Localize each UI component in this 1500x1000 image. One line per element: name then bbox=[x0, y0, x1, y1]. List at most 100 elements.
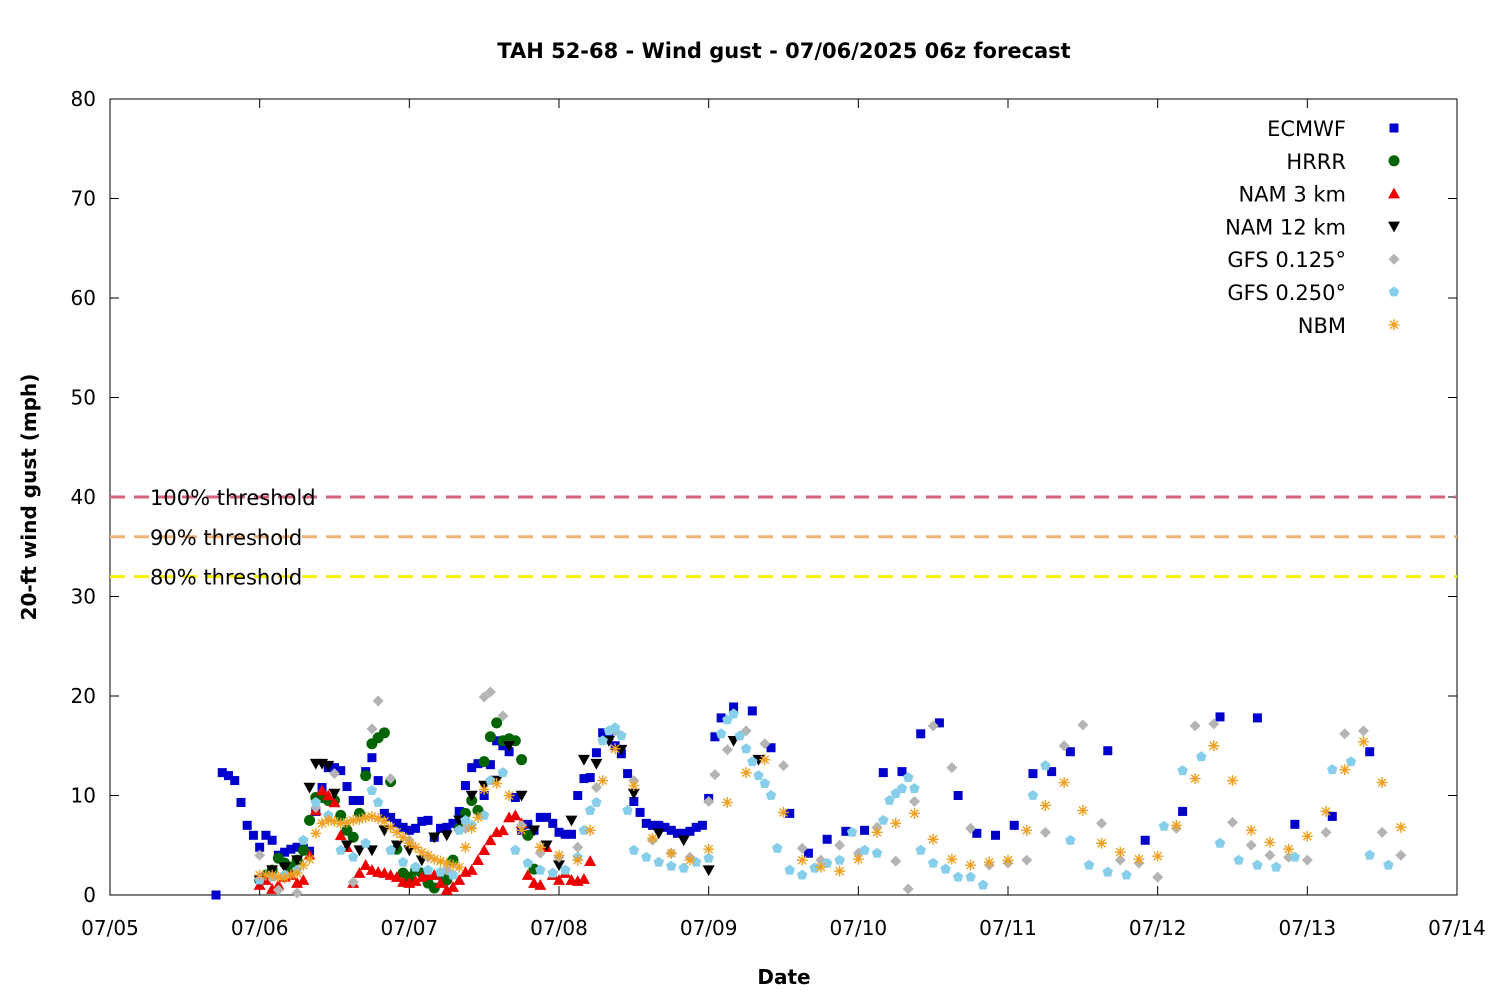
data-point bbox=[242, 820, 252, 830]
data-point bbox=[272, 871, 284, 883]
x-tick-label: 07/06 bbox=[231, 916, 289, 940]
data-point bbox=[254, 849, 266, 861]
data-point bbox=[1376, 777, 1388, 789]
data-point bbox=[403, 837, 415, 849]
x-tick-label: 07/11 bbox=[979, 916, 1037, 940]
data-point bbox=[485, 775, 496, 785]
data-point bbox=[516, 824, 528, 836]
data-point bbox=[272, 879, 285, 890]
data-point bbox=[410, 861, 421, 872]
data-point bbox=[304, 814, 316, 826]
data-point bbox=[752, 754, 765, 766]
data-point bbox=[684, 854, 696, 866]
data-point bbox=[440, 830, 453, 842]
data-point bbox=[1215, 712, 1225, 722]
data-point bbox=[491, 717, 503, 729]
data-point bbox=[442, 822, 452, 832]
data-point bbox=[347, 831, 359, 843]
data-point bbox=[1233, 854, 1244, 865]
data-point bbox=[447, 859, 459, 871]
data-point bbox=[884, 795, 895, 805]
data-point bbox=[554, 827, 564, 837]
data-point bbox=[927, 720, 939, 732]
data-point bbox=[503, 790, 515, 801]
legend-marker bbox=[1388, 319, 1400, 331]
data-point bbox=[654, 820, 664, 830]
data-point bbox=[1152, 850, 1164, 862]
data-point bbox=[484, 731, 496, 743]
data-point bbox=[946, 762, 958, 774]
legend-label: GFS 0.125° bbox=[1227, 248, 1346, 272]
y-tick-label: 40 bbox=[71, 485, 96, 509]
data-point bbox=[977, 879, 989, 890]
data-point bbox=[878, 768, 888, 778]
data-point bbox=[291, 855, 304, 867]
data-point bbox=[428, 832, 441, 844]
data-point bbox=[378, 825, 391, 837]
data-point bbox=[983, 856, 995, 868]
data-point bbox=[390, 871, 403, 882]
data-point bbox=[1152, 871, 1164, 883]
data-point bbox=[1114, 846, 1126, 858]
data-point bbox=[223, 771, 233, 781]
data-point bbox=[454, 806, 464, 816]
threshold-label: 90% threshold bbox=[150, 526, 302, 550]
data-point bbox=[304, 853, 316, 865]
data-point bbox=[292, 842, 302, 852]
legend-label: NBM bbox=[1298, 314, 1346, 338]
data-point bbox=[285, 869, 297, 881]
data-point bbox=[348, 851, 359, 862]
data-point bbox=[460, 781, 470, 791]
data-point bbox=[347, 876, 359, 888]
data-point bbox=[434, 877, 447, 888]
data-point bbox=[547, 867, 558, 878]
data-point bbox=[622, 804, 633, 815]
data-point bbox=[641, 818, 651, 828]
data-point bbox=[834, 865, 846, 877]
data-point bbox=[336, 766, 346, 776]
y-tick-label: 60 bbox=[71, 286, 96, 310]
data-point bbox=[341, 816, 353, 828]
data-point bbox=[1103, 746, 1113, 756]
data-point bbox=[484, 686, 496, 698]
data-point bbox=[972, 828, 982, 838]
x-tick-label: 07/07 bbox=[381, 916, 439, 940]
data-point bbox=[1065, 834, 1076, 845]
data-point bbox=[1245, 839, 1257, 851]
data-point bbox=[860, 825, 870, 835]
y-axis-label: 20-ft wind gust (mph) bbox=[17, 374, 41, 621]
y-tick-label: 50 bbox=[71, 386, 96, 410]
data-point bbox=[328, 796, 341, 808]
data-point bbox=[460, 814, 471, 825]
data-point bbox=[1028, 769, 1038, 779]
data-point bbox=[1365, 747, 1375, 757]
legend-label: GFS 0.250° bbox=[1227, 281, 1346, 305]
y-tick-label: 30 bbox=[71, 585, 96, 609]
data-point bbox=[473, 759, 483, 769]
data-point bbox=[1320, 805, 1332, 817]
data-point bbox=[303, 782, 316, 794]
data-point bbox=[729, 702, 739, 712]
data-point bbox=[422, 864, 434, 875]
data-point bbox=[409, 875, 422, 886]
data-point bbox=[703, 843, 715, 855]
data-point bbox=[908, 807, 920, 819]
data-point bbox=[952, 871, 964, 882]
data-point bbox=[778, 806, 789, 818]
data-point bbox=[334, 829, 347, 841]
data-point bbox=[348, 795, 358, 805]
data-point bbox=[453, 874, 466, 885]
data-point bbox=[1039, 826, 1051, 838]
data-point bbox=[577, 754, 590, 766]
data-point bbox=[909, 783, 920, 793]
data-point bbox=[297, 874, 310, 885]
data-point bbox=[677, 835, 690, 847]
data-point bbox=[604, 731, 614, 741]
data-point bbox=[1021, 824, 1033, 836]
data-point bbox=[478, 784, 490, 796]
data-point bbox=[965, 871, 976, 882]
data-point bbox=[316, 817, 328, 829]
data-point bbox=[703, 795, 715, 807]
data-point bbox=[1364, 849, 1375, 860]
data-point bbox=[821, 857, 833, 868]
